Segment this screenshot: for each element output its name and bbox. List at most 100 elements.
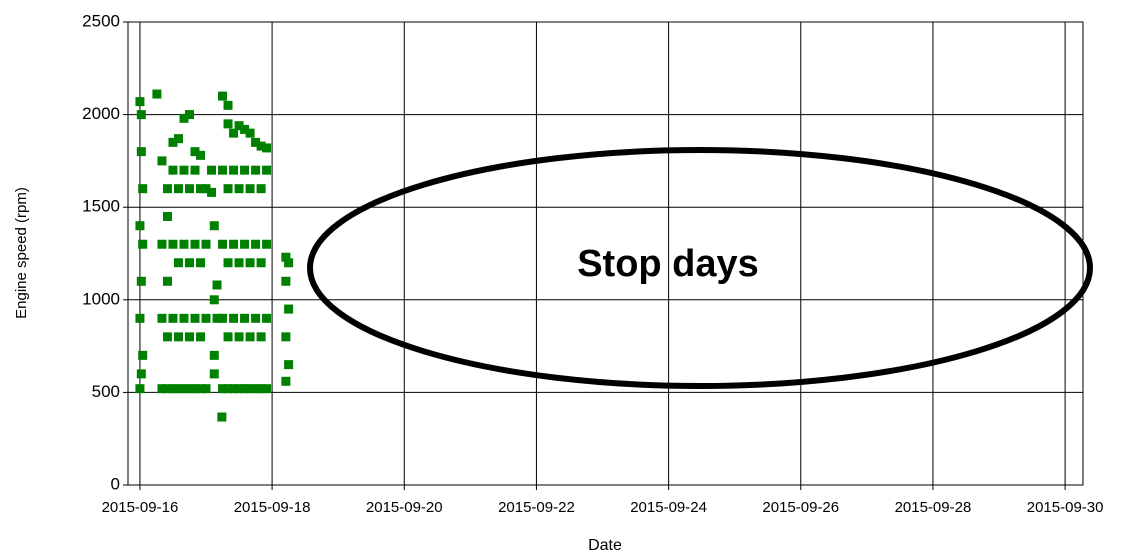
- point: [262, 143, 272, 153]
- point: [162, 332, 172, 342]
- point: [245, 258, 255, 268]
- point: [234, 258, 244, 268]
- point: [190, 165, 200, 175]
- point: [196, 184, 206, 194]
- point: [234, 332, 244, 342]
- point: [209, 295, 219, 305]
- y-tick-label: 2500: [82, 11, 120, 30]
- point: [196, 384, 206, 394]
- point: [136, 147, 146, 157]
- point: [223, 184, 233, 194]
- point: [240, 384, 250, 394]
- annotation-ellipse: [307, 147, 1093, 389]
- point: [179, 165, 189, 175]
- point: [234, 384, 244, 394]
- plot-frame: [127, 21, 1084, 486]
- point: [168, 313, 178, 323]
- point: [234, 184, 244, 194]
- point: [201, 313, 211, 323]
- point: [209, 221, 219, 231]
- point: [184, 184, 194, 194]
- point: [168, 384, 178, 394]
- x-tick-label: 2015-09-24: [630, 499, 707, 516]
- point: [162, 276, 172, 286]
- point: [284, 360, 294, 370]
- point: [209, 369, 219, 379]
- point: [245, 128, 255, 138]
- point: [196, 332, 206, 342]
- point: [157, 156, 167, 166]
- point: [218, 91, 228, 101]
- point: [136, 110, 146, 120]
- point: [223, 384, 233, 394]
- point: [212, 313, 222, 323]
- point: [168, 239, 178, 249]
- point: [138, 350, 148, 360]
- point: [262, 239, 272, 249]
- point: [173, 384, 183, 394]
- point: [196, 150, 206, 160]
- point: [136, 276, 146, 286]
- point: [284, 304, 294, 314]
- point: [245, 332, 255, 342]
- point: [157, 239, 167, 249]
- point: [179, 239, 189, 249]
- point: [251, 165, 261, 175]
- point: [162, 384, 172, 394]
- point: [138, 239, 148, 249]
- point: [240, 239, 250, 249]
- point: [157, 384, 167, 394]
- point: [190, 147, 200, 157]
- point: [212, 280, 222, 290]
- y-axis-label: Engine speed (rpm): [13, 187, 30, 319]
- point: [251, 384, 261, 394]
- point: [240, 165, 250, 175]
- point: [256, 141, 266, 151]
- point: [152, 89, 162, 99]
- annotation: Stop days: [577, 243, 759, 285]
- point: [256, 332, 266, 342]
- x-axis-label: Date: [588, 537, 622, 554]
- point: [207, 187, 217, 197]
- point: [251, 239, 261, 249]
- point: [179, 113, 189, 123]
- point: [240, 124, 250, 134]
- x-tick-label: 2015-09-30: [1027, 499, 1104, 516]
- point: [184, 384, 194, 394]
- point: [173, 134, 183, 144]
- point: [245, 184, 255, 194]
- plot-area: 0 500 1000 1500 2000 2500 2015-09-16 2015-09-18…: [82, 11, 1103, 515]
- point: [190, 384, 200, 394]
- point: [138, 184, 148, 194]
- point: [256, 384, 266, 394]
- point: [229, 165, 239, 175]
- point: [207, 165, 217, 175]
- y-tick-label: 0: [111, 474, 120, 493]
- point: [262, 384, 272, 394]
- point: [284, 258, 294, 268]
- point: [223, 258, 233, 268]
- point: [229, 128, 239, 138]
- x-tick-label: 2015-09-22: [498, 499, 575, 516]
- point: [223, 100, 233, 110]
- point: [218, 384, 228, 394]
- x-tick-label: 2015-09-26: [762, 499, 839, 516]
- point: [162, 184, 172, 194]
- point: [135, 313, 145, 323]
- point: [223, 119, 233, 129]
- point: [168, 137, 178, 147]
- point: [281, 252, 291, 262]
- point: [135, 97, 145, 107]
- point: [201, 239, 211, 249]
- y-tick-label: 500: [92, 382, 120, 401]
- point: [234, 121, 244, 131]
- point: [217, 412, 227, 422]
- point: [229, 384, 239, 394]
- point: [136, 369, 146, 379]
- point: [256, 184, 266, 194]
- point: [240, 313, 250, 323]
- point: [184, 110, 194, 120]
- point: [209, 350, 219, 360]
- point: [179, 313, 189, 323]
